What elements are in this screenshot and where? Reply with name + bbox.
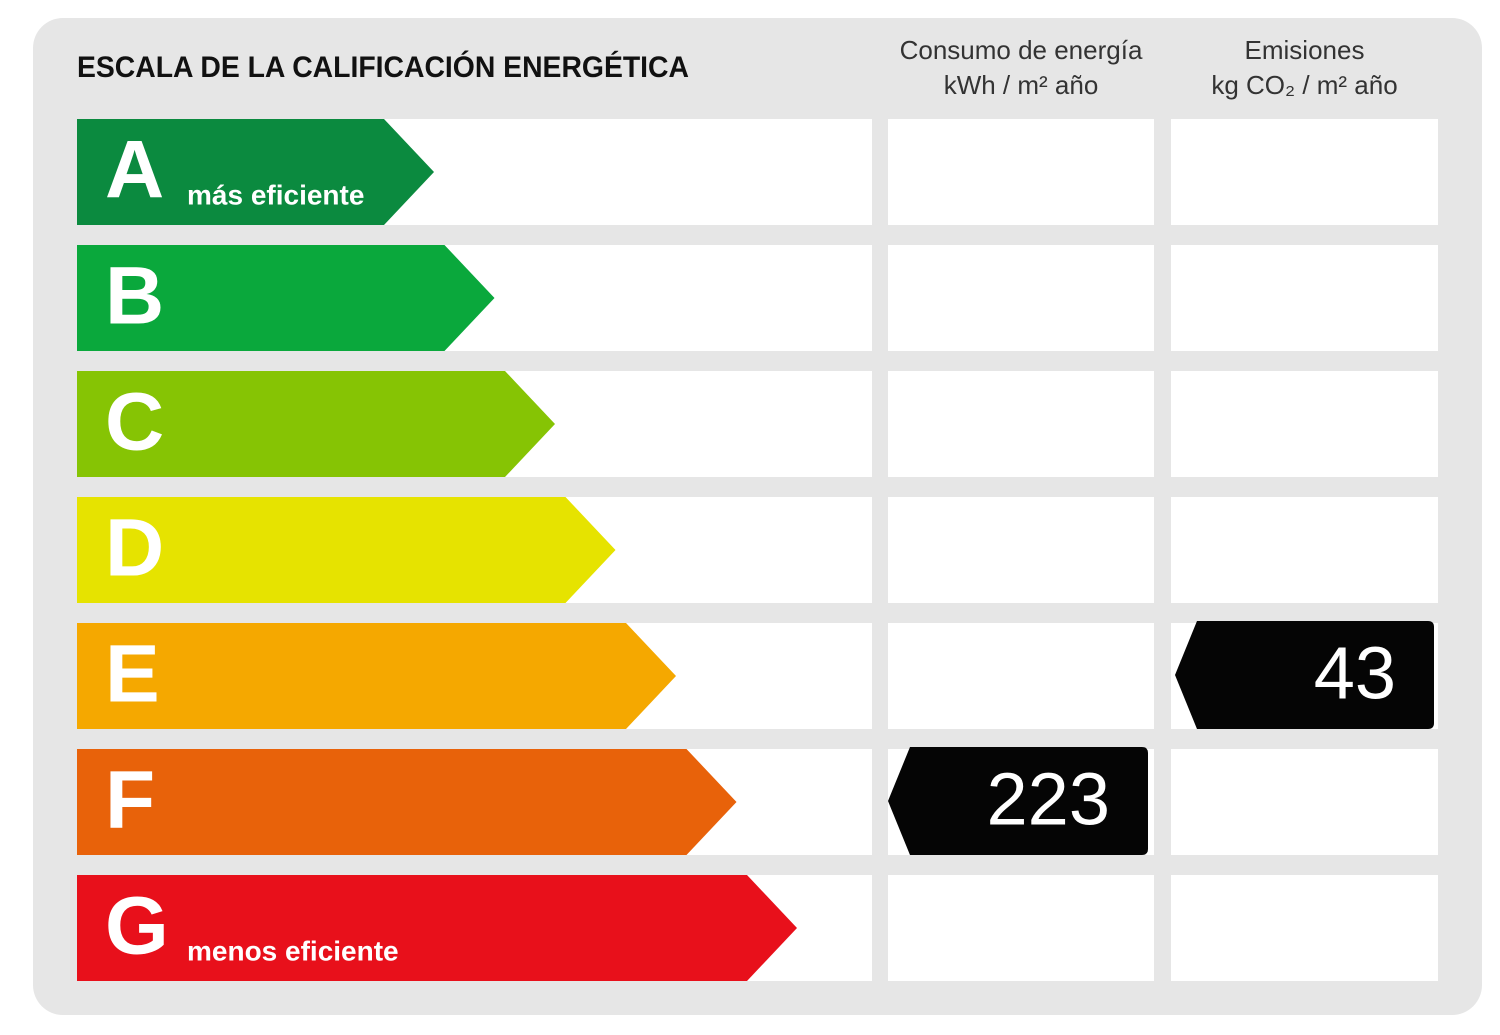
rating-letter: A	[105, 125, 164, 216]
rating-letter: F	[105, 755, 155, 846]
column-header: kWh / m² año	[944, 70, 1099, 100]
rating-arrow	[77, 875, 797, 981]
cell-background	[888, 245, 1154, 351]
cell-background	[888, 497, 1154, 603]
cell-background	[1171, 749, 1438, 855]
rating-letter: E	[105, 629, 160, 720]
rating-letter: G	[105, 881, 169, 972]
rating-letter: D	[105, 503, 164, 594]
cell-background	[888, 623, 1154, 729]
rating-note: menos eficiente	[187, 935, 399, 966]
rating-arrow	[77, 749, 737, 855]
rating-arrow	[77, 497, 616, 603]
cell-background	[1171, 875, 1438, 981]
value-tag	[1175, 621, 1434, 729]
cell-background	[888, 371, 1154, 477]
column-header: kg CO₂ / m² año	[1211, 70, 1397, 100]
value-label: 223	[987, 758, 1110, 841]
rating-letter: C	[105, 377, 164, 468]
cell-background	[1171, 371, 1438, 477]
rating-letter: B	[105, 251, 164, 342]
cell-background	[1171, 119, 1438, 225]
value-tag	[888, 747, 1148, 855]
rating-arrow	[77, 623, 676, 729]
rating-note: más eficiente	[187, 179, 364, 210]
rating-arrow	[77, 245, 495, 351]
cell-background	[1171, 497, 1438, 603]
cell-background	[888, 119, 1154, 225]
title: ESCALA DE LA CALIFICACIÓN ENERGÉTICA	[77, 50, 689, 84]
rating-arrow	[77, 371, 555, 477]
cell-background	[888, 875, 1154, 981]
cell-background	[1171, 245, 1438, 351]
value-label: 43	[1314, 632, 1396, 715]
column-header: Consumo de energía	[900, 35, 1143, 65]
rating-arrow	[77, 119, 434, 225]
column-header: Emisiones	[1245, 35, 1365, 65]
